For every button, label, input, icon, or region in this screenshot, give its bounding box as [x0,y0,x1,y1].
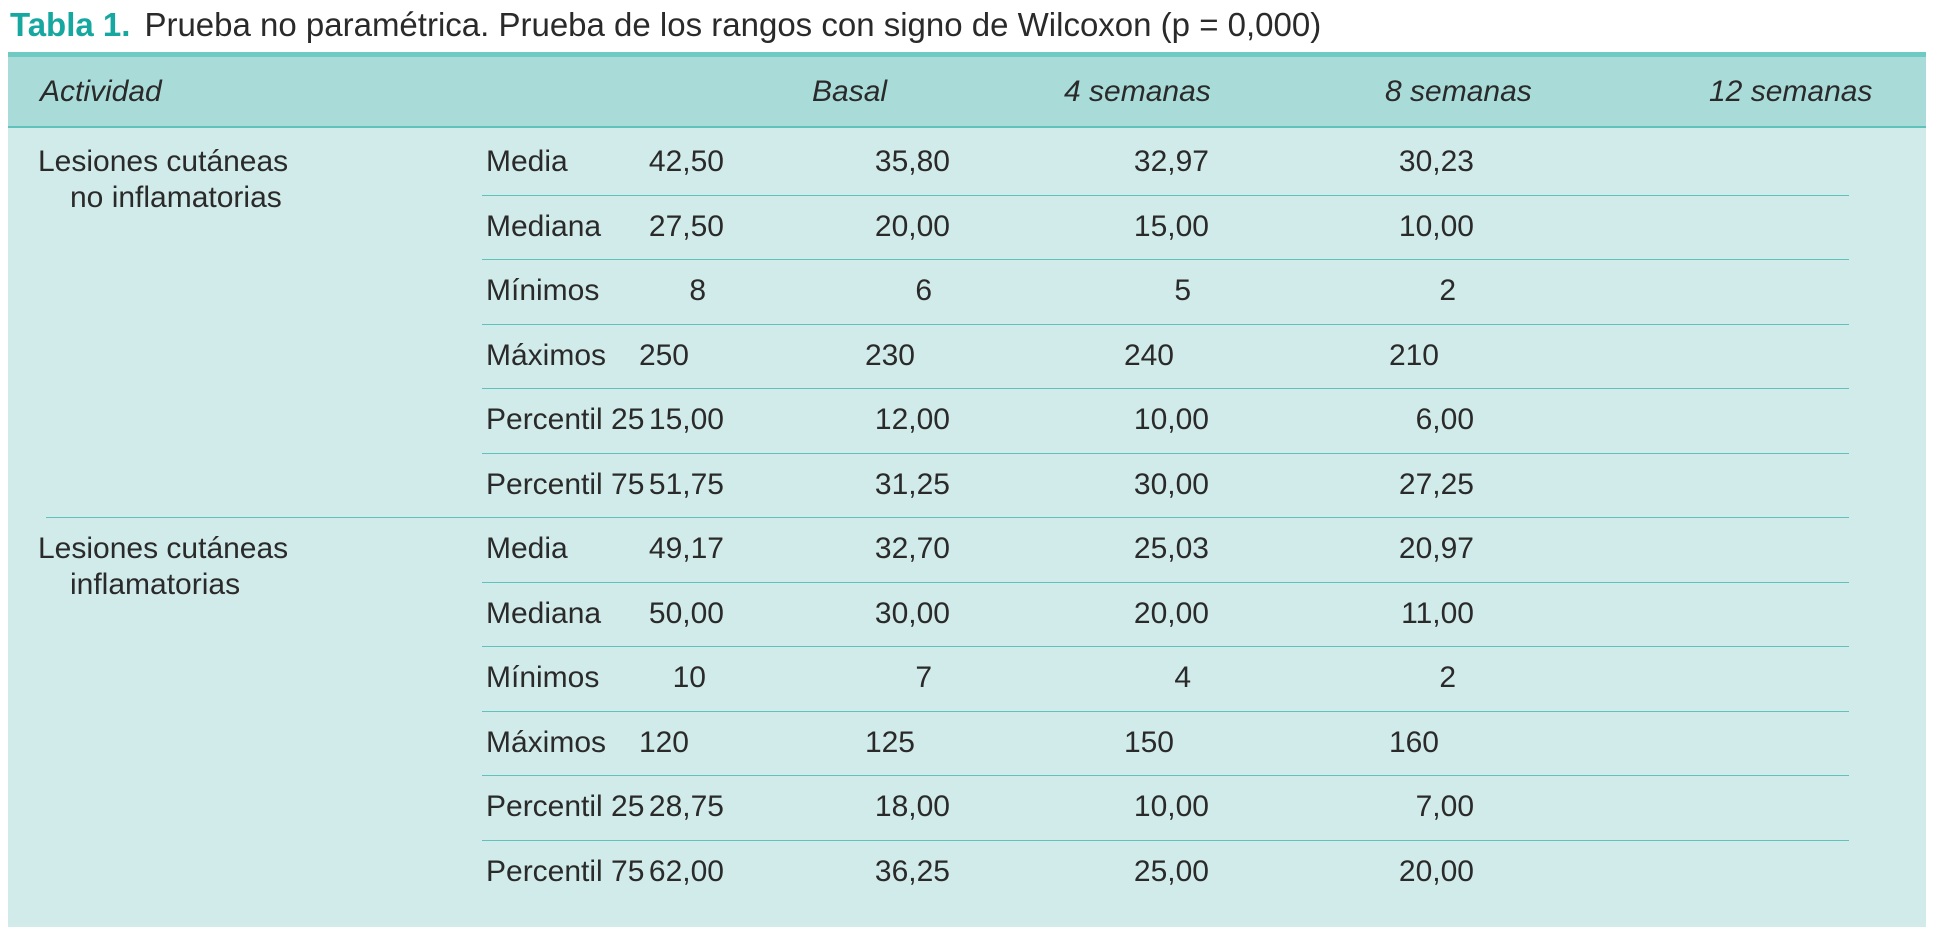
table-row: Percentil 25 15,00 12,00 10,00 6,00 [8,388,1926,452]
value-cell: 25,00 [1133,854,1209,888]
stat-label: Media [486,145,568,178]
group-label-line2: no inflamatorias [70,181,282,214]
stat-label: Mínimos [486,274,600,307]
table-row: Mínimos 10 7 4 2 [8,646,1926,710]
value-cell: 49,17 [648,532,724,565]
value-cell: 230 [864,338,915,372]
value-cell: 8 [689,274,706,307]
value-cell: 31,25 [874,467,950,501]
stat-label: Media [486,532,568,565]
table-header: Actividad Basal 4 semanas 8 semanas 12 s… [8,57,1926,128]
value-cell: 240 [1123,338,1174,372]
row-divider [482,194,1849,196]
value-cell: 7,00 [1415,790,1474,823]
row-divider [482,775,1849,776]
value-cell: 27,50 [648,209,724,243]
value-cell: 15,00 [648,403,724,436]
row-divider [482,259,1849,260]
value-cell: 7 [915,661,932,694]
value-cell: 120 [638,725,689,759]
value-cell: 18,00 [874,790,950,823]
value-cell: 125 [864,725,915,759]
value-cell: 36,25 [874,854,950,888]
value-cell: 10,00 [1398,209,1474,243]
table-row: Media 49,17 32,70 25,03 20,97 [8,517,1926,581]
value-cell: 10 [672,661,706,694]
value-cell: 5 [1174,274,1191,307]
value-cell: 62,00 [648,854,724,888]
value-cell: 20,00 [1133,596,1209,630]
table-row: Máximos 250 230 240 210 [8,324,1926,388]
stat-label: Percentil 75 [486,467,645,501]
table-row: Mínimos 8 6 5 2 [8,259,1926,323]
value-cell: 30,23 [1398,145,1474,178]
row-divider [482,388,1849,389]
value-cell: 27,25 [1398,467,1474,501]
stat-label: Percentil 25 [486,403,645,436]
header-col-12-semanas: 12 semanas [1709,75,1873,108]
value-cell: 30,00 [874,596,950,630]
value-cell: 42,50 [648,145,724,178]
stat-label: Percentil 25 [486,790,645,823]
header-col-4-semanas: 4 semanas [1064,75,1211,108]
group-label-line2: inflamatorias [70,568,241,601]
value-cell: 50,00 [648,596,724,630]
table-row: Media 42,50 35,80 32,97 30,23 [8,130,1926,194]
value-cell: 4 [1174,661,1191,694]
table-row: Mediana 50,00 30,00 20,00 11,00 [8,582,1926,646]
value-cell: 10,00 [1133,790,1209,823]
group-label-line1: Lesiones cutáneas [38,532,289,565]
data-table: Actividad Basal 4 semanas 8 semanas 12 s… [8,52,1926,927]
value-cell: 35,80 [874,145,950,178]
value-cell: 2 [1439,274,1456,307]
row-divider [482,710,1849,712]
header-col-8-semanas: 8 semanas [1385,75,1532,108]
group-label: Lesiones cutáneas inflamatorias [38,531,288,603]
stat-label: Percentil 75 [486,854,645,888]
header-col-basal: Basal [812,75,888,108]
value-cell: 30,00 [1133,467,1209,501]
value-cell: 25,03 [1133,532,1209,565]
table-row: Mediana 27,50 20,00 15,00 10,00 [8,195,1926,259]
table-row: Percentil 75 62,00 36,25 25,00 20,00 [8,840,1926,904]
row-divider [482,839,1849,841]
row-divider [482,323,1849,325]
value-cell: 20,00 [874,209,950,243]
stat-label: Máximos [486,338,607,372]
caption-text: Prueba no paramétrica. Prueba de los ran… [144,6,1322,43]
stat-label: Mínimos [486,661,600,694]
value-cell: 6,00 [1415,403,1474,436]
group-label-line1: Lesiones cutáneas [38,145,289,178]
stat-label: Mediana [486,209,602,243]
row-divider [482,452,1849,454]
row-divider [482,581,1849,583]
table-row: Percentil 25 28,75 18,00 10,00 7,00 [8,775,1926,839]
row-divider [482,646,1849,647]
value-cell: 160 [1388,725,1439,759]
table-row: Máximos 120 125 150 160 [8,711,1926,775]
header-activity: Actividad [40,75,162,108]
table-row: Percentil 75 51,75 31,25 30,00 27,25 [8,453,1926,517]
stat-label: Mediana [486,596,602,630]
group-label: Lesiones cutáneas no inflamatorias [38,144,288,216]
value-cell: 20,97 [1398,532,1474,565]
value-cell: 51,75 [648,467,724,501]
table-caption: Tabla 1. Prueba no paramétrica. Prueba de… [10,4,1321,46]
value-cell: 11,00 [1401,596,1474,630]
group-divider [46,517,1849,518]
value-cell: 210 [1388,338,1439,372]
value-cell: 28,75 [648,790,724,823]
value-cell: 12,00 [874,403,950,436]
caption-label: Tabla 1. [10,6,131,43]
value-cell: 150 [1123,725,1174,759]
value-cell: 6 [915,274,932,307]
value-cell: 250 [638,338,689,372]
value-cell: 32,97 [1133,145,1209,178]
value-cell: 15,00 [1133,209,1209,243]
stat-label: Máximos [486,725,607,759]
value-cell: 32,70 [874,532,950,565]
value-cell: 10,00 [1133,403,1209,436]
value-cell: 20,00 [1398,854,1474,888]
value-cell: 2 [1439,661,1456,694]
